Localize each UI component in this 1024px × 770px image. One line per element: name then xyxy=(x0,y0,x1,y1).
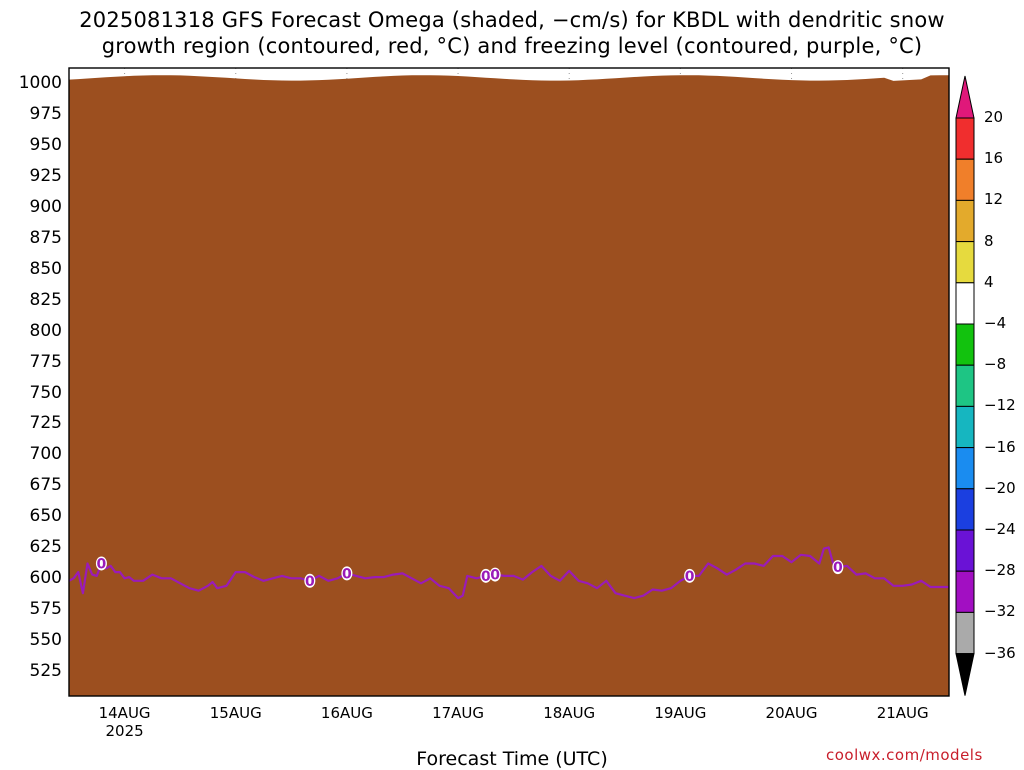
pressure-tick-label: 800 xyxy=(29,320,62,341)
colorbar-tick-label: 16 xyxy=(984,149,1004,168)
plot-frame xyxy=(68,67,950,697)
pressure-tick-label: 775 xyxy=(29,351,62,372)
colorbar-bin xyxy=(955,158,975,201)
colorbar-tick-label: −28 xyxy=(984,561,1016,580)
colorbar-bin xyxy=(955,199,975,243)
time-tick-label: 20AUG xyxy=(765,704,818,722)
time-tick-label: 19AUG xyxy=(654,704,707,722)
colorbar-bin xyxy=(955,570,975,613)
time-tick-label: 17AUG xyxy=(432,704,485,722)
freezing-level-label: 0 xyxy=(97,556,107,572)
colorbar-bin xyxy=(955,405,975,449)
time-tick-label: 18AUG xyxy=(543,704,596,722)
time-tick-label: 14AUG xyxy=(98,704,151,722)
colorbar-bin xyxy=(955,282,975,325)
colorbar-bin xyxy=(955,488,975,531)
terrain-surface xyxy=(69,75,949,696)
colorbar-tick-label: −4 xyxy=(984,314,1007,332)
colorbar-bin xyxy=(955,447,975,490)
source-credit: coolwx.com/models xyxy=(826,746,983,764)
contour-label-bg xyxy=(832,560,844,575)
chart-title-line-1: 2025081318 GFS Forecast Omega (shaded, −… xyxy=(79,8,945,32)
freezing-level-label: 0 xyxy=(833,560,843,576)
pressure-tick-label: 675 xyxy=(29,475,62,496)
freezing-level-line xyxy=(69,546,949,600)
pressure-tick-label: 875 xyxy=(29,227,62,248)
colorbar-tick-label: −8 xyxy=(984,355,1007,374)
pressure-tick-label: 700 xyxy=(29,444,62,465)
colorbar-bin xyxy=(955,117,975,160)
colorbar-bin xyxy=(955,611,975,655)
pressure-tick-label: 525 xyxy=(29,661,62,682)
pressure-tick-label: 750 xyxy=(29,382,62,403)
colorbar-bin xyxy=(955,323,975,366)
contour-label-bg xyxy=(304,573,316,588)
pressure-tick-label: 600 xyxy=(29,568,62,589)
pressure-tick-label: 975 xyxy=(29,103,62,124)
pressure-tick-label: 725 xyxy=(29,413,62,434)
colorbar-tick-label: 20 xyxy=(984,108,1004,126)
freezing-level-label: 0 xyxy=(342,566,352,582)
freezing-level-label: 0 xyxy=(481,569,491,585)
freezing-level-label: 0 xyxy=(685,569,695,585)
colorbar-tick-label: 12 xyxy=(984,190,1004,209)
colorbar-bin xyxy=(955,241,975,284)
pressure-tick-label: 900 xyxy=(29,196,62,217)
x-axis-title: Forecast Time (UTC) xyxy=(416,748,608,770)
ground-fill xyxy=(69,75,949,696)
colorbar-tick-label: −36 xyxy=(984,643,1016,662)
contour-label-bg xyxy=(489,567,501,582)
contour-label-bg xyxy=(341,566,353,581)
colorbar-tick-label: −12 xyxy=(984,396,1016,415)
time-tick-label: 15AUG xyxy=(209,704,262,722)
colorbar-top-arrow xyxy=(955,75,975,119)
colorbar-tick-label: −20 xyxy=(984,478,1016,497)
omega-colorbar xyxy=(955,75,975,696)
pressure-tick-label: 825 xyxy=(29,289,62,310)
pressure-tick-label: 625 xyxy=(29,537,62,558)
colorbar-bin xyxy=(955,364,975,407)
contour-label-bg xyxy=(95,556,107,571)
colorbar-tick-label: −24 xyxy=(984,520,1016,538)
pressure-tick-label: 925 xyxy=(29,165,62,186)
contour-label-bg xyxy=(480,568,492,583)
colorbar-tick-label: −16 xyxy=(984,437,1016,456)
colorbar-bottom-arrow xyxy=(955,653,975,696)
colorbar-bin xyxy=(955,529,975,572)
contour-label-bg xyxy=(684,568,696,583)
pressure-tick-label: 650 xyxy=(29,506,62,527)
freezing-level-label: 0 xyxy=(305,574,315,590)
freezing-level-contour: 00 0 0 0 00 xyxy=(69,546,949,600)
pressure-tick-label: 575 xyxy=(29,599,62,620)
pressure-tick-label: 1000 xyxy=(18,72,62,93)
freezing-level-label: 0 xyxy=(490,568,500,584)
time-tick-label: 21AUG xyxy=(876,704,929,722)
colorbar-tick-label: 4 xyxy=(984,272,994,291)
colorbar-tick-label: 8 xyxy=(984,231,994,250)
chart-title-line-2: growth region (contoured, red, °C) and f… xyxy=(101,34,923,58)
pressure-tick-label: 950 xyxy=(29,134,62,155)
time-tick-label: 16AUG xyxy=(320,704,373,722)
pressure-tick-label: 550 xyxy=(29,630,62,651)
colorbar-tick-label: −32 xyxy=(984,602,1016,621)
pressure-tick-label: 850 xyxy=(29,258,62,279)
time-tick-sublabel: 2025 xyxy=(105,722,144,740)
